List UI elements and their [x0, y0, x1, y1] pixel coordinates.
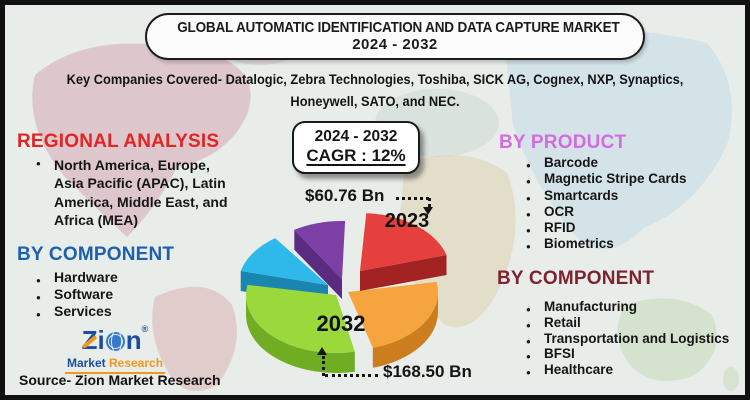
down-arrowhead-icon [423, 207, 433, 215]
list-item: OCR [525, 204, 687, 224]
logo-tagline-market: Market [66, 356, 106, 370]
list-item: Barcode [525, 155, 687, 175]
logo-tagline-research: Research [108, 356, 164, 370]
pie-slice-label-2032: 2032 [316, 311, 366, 336]
pie-slice-red-top [360, 213, 447, 271]
key-companies-text: Key Companies Covered- Datalogic, Zebra … [5, 69, 745, 112]
connector-2023-line [396, 197, 429, 200]
pie-slice-label-2023: 2023 [384, 210, 430, 232]
market-value-2032: $168.50 Bn [383, 362, 472, 381]
pie-slice-purple-side [294, 229, 342, 299]
logo-wordmark: Zi n ® [81, 324, 149, 355]
title-banner: GLOBAL AUTOMATIC IDENTIFICATION AND DATA… [145, 13, 645, 60]
list-item: North America, Europe, Asia Pacific (APA… [35, 156, 235, 230]
logo-tagline: Market Research [64, 356, 166, 374]
list-item: Magnetic Stripe Cards [525, 171, 687, 191]
list-item: Smartcards [525, 188, 687, 208]
pie-slice-red-side [360, 255, 447, 291]
connector-2032-rise [322, 356, 325, 376]
regional-analysis-heading: REGIONAL ANALYSIS [17, 131, 220, 152]
list-item: BFSI [525, 346, 729, 365]
by-product-heading: BY PRODUCT [499, 132, 627, 153]
by-component-left-list: Hardware Software Services [35, 269, 118, 323]
regional-analysis-list: North America, Europe, Asia Pacific (APA… [35, 156, 235, 230]
connector-2023-drop [428, 198, 431, 207]
logo-text-n: n [125, 325, 142, 355]
page-title-line2: 2024 - 2032 [352, 36, 438, 53]
by-component-left-heading: BY COMPONENT [17, 244, 175, 265]
market-value-2023: $60.76 Bn [305, 186, 385, 205]
cagr-callout-box: 2024 - 2032 CAGR : 12% [292, 121, 420, 174]
pie-slice-cyan-top [240, 238, 328, 285]
globe-icon [105, 331, 125, 351]
key-companies-line2: Honeywell, SATO, and NEC. [290, 93, 460, 109]
cagr-period: 2024 - 2032 [314, 128, 398, 145]
list-item: Manufacturing [525, 299, 729, 318]
list-item: Retail [525, 315, 729, 334]
pie-slice-orange-top [348, 281, 438, 348]
up-arrowhead-icon [317, 347, 327, 355]
pie-slice-purple-top [294, 220, 346, 279]
page-title-line1: GLOBAL AUTOMATIC IDENTIFICATION AND DATA… [177, 19, 620, 36]
pie-slice-green-top [246, 284, 355, 353]
map-south-america [152, 286, 237, 392]
by-product-list: Barcode Magnetic Stripe Cards Smartcards… [525, 155, 687, 256]
zion-market-research-logo: Zi n ® Market Research [60, 324, 170, 374]
pie-slice-green-side-arc [246, 295, 355, 373]
list-item: Healthcare [525, 362, 729, 381]
registered-trademark-icon: ® [141, 324, 149, 334]
list-item: Services [35, 303, 118, 323]
connector-2032-line [325, 374, 378, 377]
source-attribution: Source- Zion Market Research [19, 372, 221, 388]
list-item: Biometrics [525, 236, 687, 256]
key-companies-line1: Key Companies Covered- Datalogic, Zebra … [66, 72, 684, 87]
pie-chart [240, 213, 447, 373]
list-item: RFID [525, 220, 687, 240]
cagr-value: CAGR : 12% [306, 146, 406, 165]
list-item: Software [35, 286, 118, 306]
by-component-right-heading: BY COMPONENT [497, 268, 655, 289]
list-item: Hardware [35, 269, 118, 289]
pie-slice-orange-side [372, 292, 439, 368]
list-item: Transportation and Logistics [525, 331, 729, 350]
by-component-right-list: Manufacturing Retail Transportation and … [525, 299, 729, 381]
